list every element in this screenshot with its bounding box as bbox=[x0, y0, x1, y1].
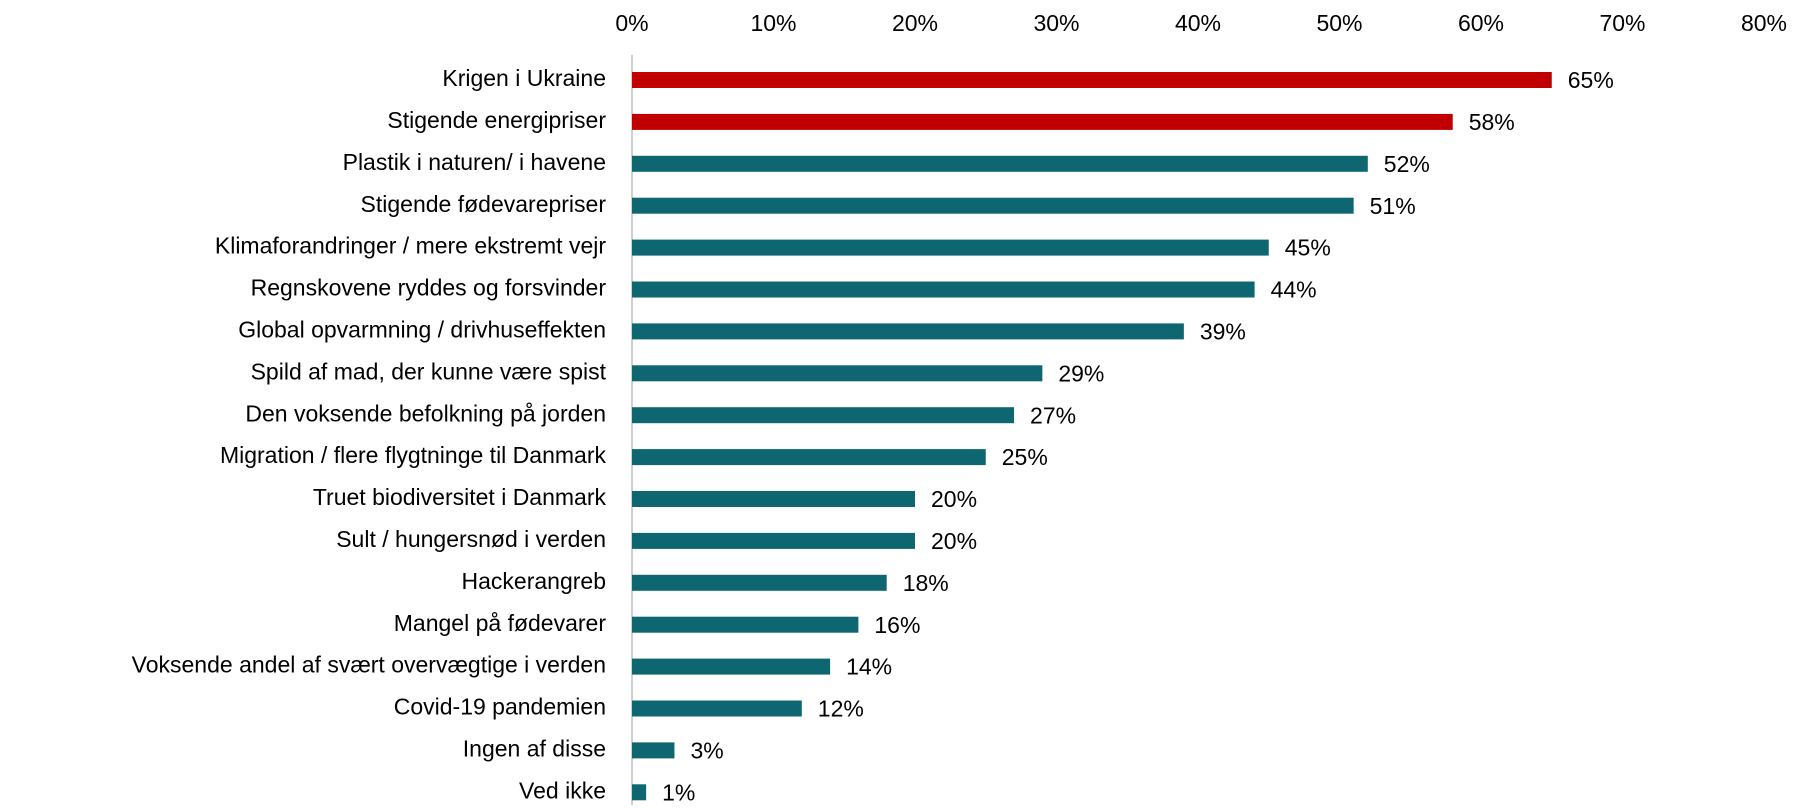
y-tick-label: Krigen i Ukraine bbox=[442, 65, 606, 91]
data-label: 27% bbox=[1030, 402, 1076, 428]
bar bbox=[632, 281, 1255, 298]
y-tick-label: Hackerangreb bbox=[462, 568, 606, 594]
y-tick-label: Regnskovene ryddes og forsvinder bbox=[251, 275, 607, 301]
bar bbox=[632, 449, 986, 466]
x-tick-label: 80% bbox=[1741, 10, 1787, 36]
bar bbox=[632, 113, 1453, 130]
data-label: 25% bbox=[1002, 444, 1048, 470]
data-label: 3% bbox=[690, 737, 723, 763]
data-label: 52% bbox=[1384, 151, 1430, 177]
bar bbox=[632, 532, 915, 549]
bar bbox=[632, 700, 802, 717]
x-tick-label: 20% bbox=[892, 10, 938, 36]
bar bbox=[632, 365, 1043, 382]
bar bbox=[632, 742, 675, 759]
y-tick-label: Klimaforandringer / mere ekstremt vejr bbox=[215, 233, 606, 259]
bar bbox=[632, 658, 831, 675]
data-label: 51% bbox=[1370, 193, 1416, 219]
data-label: 39% bbox=[1200, 318, 1246, 344]
x-tick-label: 30% bbox=[1033, 10, 1079, 36]
data-label: 16% bbox=[874, 612, 920, 638]
data-label: 18% bbox=[903, 570, 949, 596]
bar bbox=[632, 72, 1552, 88]
x-tick-label: 70% bbox=[1599, 10, 1645, 36]
bar bbox=[632, 323, 1184, 340]
data-label: 20% bbox=[931, 528, 977, 554]
y-tick-label: Voksende andel af svært overvægtige i ve… bbox=[132, 652, 606, 678]
bar bbox=[632, 239, 1269, 256]
bar bbox=[632, 155, 1368, 172]
data-label: 29% bbox=[1058, 360, 1104, 386]
y-tick-label: Stigende energipriser bbox=[387, 107, 606, 133]
y-tick-label: Den voksende befolkning på jorden bbox=[245, 400, 606, 426]
data-label: 20% bbox=[931, 486, 977, 512]
bar bbox=[632, 491, 915, 507]
x-tick-label: 0% bbox=[615, 10, 648, 36]
data-label: 14% bbox=[846, 654, 892, 680]
y-tick-label: Global opvarmning / drivhuseffekten bbox=[238, 316, 606, 342]
y-tick-label: Spild af mad, der kunne være spist bbox=[251, 358, 607, 384]
data-label: 65% bbox=[1568, 67, 1614, 93]
y-tick-label: Plastik i naturen/ i havene bbox=[343, 149, 606, 175]
data-label: 45% bbox=[1285, 235, 1331, 261]
y-tick-label: Mangel på fødevarer bbox=[394, 610, 607, 636]
x-tick-label: 40% bbox=[1175, 10, 1221, 36]
bar bbox=[632, 407, 1015, 424]
y-tick-label: Sult / hungersnød i verden bbox=[336, 526, 606, 552]
y-tick-label: Truet biodiversitet i Danmark bbox=[313, 484, 607, 510]
bar bbox=[632, 197, 1354, 214]
data-label: 44% bbox=[1271, 277, 1317, 303]
bar bbox=[632, 616, 859, 633]
data-label: 58% bbox=[1469, 109, 1515, 135]
x-tick-label: 10% bbox=[750, 10, 796, 36]
y-tick-label: Ingen af disse bbox=[463, 735, 606, 761]
y-tick-label: Stigende fødevarepriser bbox=[361, 191, 607, 217]
y-tick-label: Ved ikke bbox=[519, 777, 606, 803]
data-label: 1% bbox=[662, 779, 695, 805]
bar bbox=[632, 784, 647, 801]
data-label: 12% bbox=[818, 696, 864, 722]
x-tick-label: 60% bbox=[1458, 10, 1504, 36]
y-tick-label: Covid-19 pandemien bbox=[394, 694, 606, 720]
bar bbox=[632, 574, 887, 591]
x-tick-label: 50% bbox=[1316, 10, 1362, 36]
y-tick-label: Migration / flere flygtninge til Danmark bbox=[220, 442, 607, 468]
